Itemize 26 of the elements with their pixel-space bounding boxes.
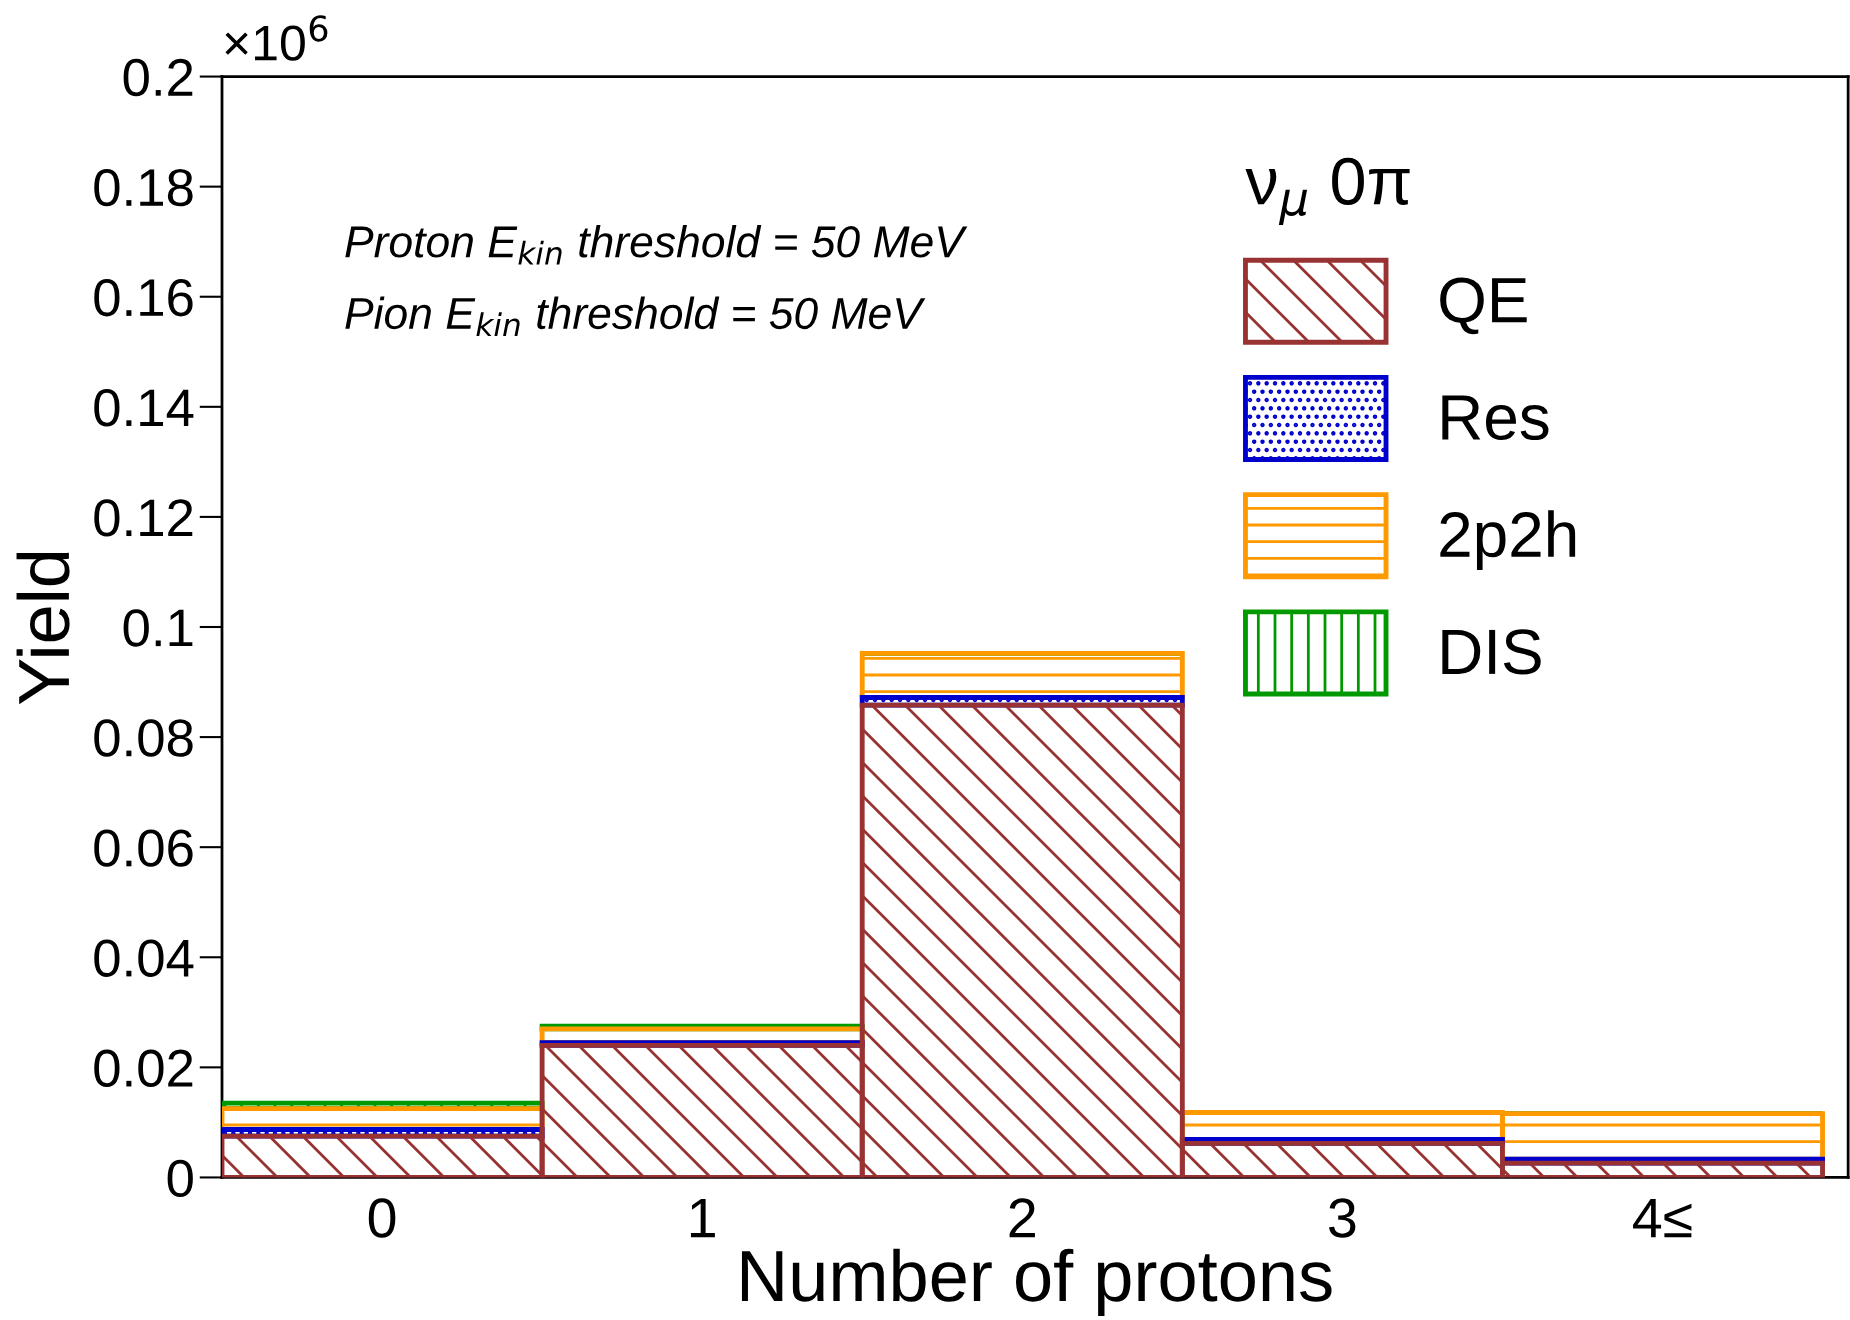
y-tick-label: 0.02 (94, 1049, 193, 1087)
y-tick-label: 0.2 (123, 58, 193, 97)
y-tick-label: 0.12 (94, 499, 193, 537)
x-tick-label: 0 (368, 1198, 396, 1238)
y-tick-label: 0.14 (94, 389, 194, 427)
x-tick-label: 3 (1329, 1198, 1356, 1238)
y-axis-title: Yield (16, 552, 70, 705)
x-axis-title: Number of protons (741, 1248, 1332, 1316)
y-tick-label: 0.18 (94, 168, 193, 207)
y-tick-label: 0.08 (94, 719, 193, 757)
x-tick-label: 4≤ (1633, 1198, 1692, 1238)
y-tick-label: 0.04 (94, 939, 194, 977)
x-tick-label: 2 (1009, 1198, 1035, 1238)
legend-label: QE (1440, 277, 1527, 335)
legend-label: DIS (1442, 629, 1541, 675)
legend-label: Res (1442, 395, 1549, 441)
y-tick-label: 0.16 (94, 279, 193, 317)
legend-title: ν$_{μ}$ 0π (1245, 157, 1410, 225)
y-tick-label: 0 (167, 1159, 193, 1198)
text: ×10$^{6}$ (225, 15, 328, 61)
legend-label: 2p2h (1440, 510, 1576, 570)
y-tick-label: 0.1 (123, 609, 193, 647)
y-tick-label: 0.06 (94, 829, 193, 867)
annotation: Pion E$_{kin}$ threshold = 50 MeV (345, 296, 926, 336)
annotation: Proton E$_{kin}$ threshold = 50 MeV (345, 224, 968, 265)
x-tick-label: 1 (690, 1198, 715, 1238)
